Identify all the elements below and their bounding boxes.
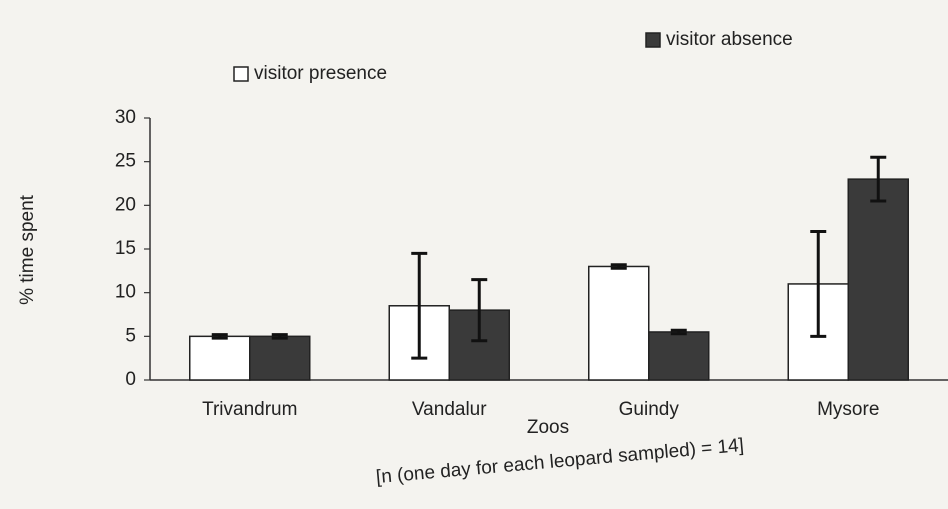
- legend-label: visitor presence: [254, 63, 387, 84]
- bar: [847, 178, 909, 381]
- y-tick-label: 20: [115, 194, 136, 215]
- bar: [249, 335, 311, 381]
- error-bar: [271, 333, 288, 340]
- x-tick-label: Mysore: [817, 399, 879, 420]
- bar: [588, 265, 650, 381]
- error-bar: [471, 278, 488, 343]
- x-axis-label: Zoos: [527, 417, 569, 438]
- error-bar: [211, 333, 228, 340]
- x-tick-label: Trivandrum: [202, 399, 297, 420]
- y-tick-label: 25: [115, 151, 136, 172]
- y-tick-label: 0: [125, 369, 136, 390]
- error-bar: [870, 155, 887, 203]
- bar: [648, 331, 710, 381]
- y-axis-label: % time spent: [17, 194, 38, 305]
- error-bar: [670, 328, 687, 336]
- legend-swatch: [233, 66, 249, 82]
- legend-label: visitor absence: [666, 29, 793, 50]
- y-tick-label: 10: [115, 282, 136, 303]
- error-bar: [810, 230, 827, 338]
- note: [n (one day for each leopard sampled) = …: [375, 435, 745, 488]
- y-tick-label: 15: [115, 238, 136, 259]
- x-tick-label: Guindy: [619, 399, 680, 420]
- legend-swatch: [645, 32, 661, 48]
- y-tick-label: 5: [125, 325, 136, 346]
- bar: [189, 335, 251, 381]
- error-bar: [411, 251, 428, 360]
- y-tick-label: 30: [115, 107, 136, 128]
- x-tick-label: Vandalur: [412, 399, 487, 420]
- error-bar: [610, 263, 627, 270]
